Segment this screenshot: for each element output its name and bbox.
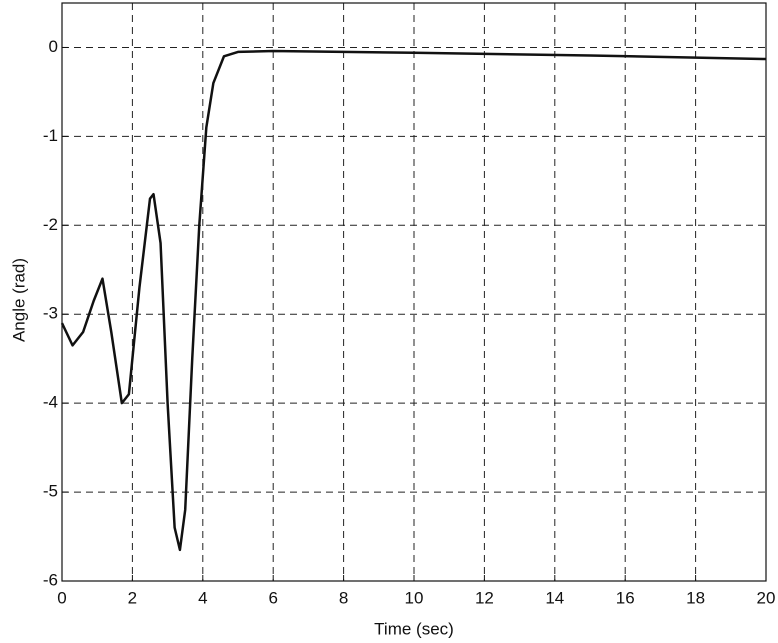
y-tick-label: -6 xyxy=(43,570,58,589)
x-tick-label: 14 xyxy=(545,588,564,607)
x-tick-label: 4 xyxy=(198,588,207,607)
x-tick-label: 12 xyxy=(475,588,494,607)
x-tick-label: 16 xyxy=(616,588,635,607)
x-axis-label: Time (sec) xyxy=(374,619,454,638)
y-tick-label: -2 xyxy=(43,215,58,234)
y-tick-label: -4 xyxy=(43,393,58,412)
plot-frame xyxy=(61,2,767,582)
x-tick-label: 6 xyxy=(268,588,277,607)
y-tick-label: -1 xyxy=(43,126,58,145)
data-line xyxy=(60,49,767,552)
y-tick-label: -5 xyxy=(43,482,58,501)
x-tick-label: 20 xyxy=(757,588,776,607)
x-tick-label: 10 xyxy=(405,588,424,607)
y-tick-label: -3 xyxy=(43,304,58,323)
x-tick-label: 2 xyxy=(128,588,137,607)
y-tick-label: 0 xyxy=(49,37,58,56)
x-tick-label: 18 xyxy=(686,588,705,607)
y-axis-label: Angle (rad) xyxy=(9,258,28,342)
x-tick-label: 8 xyxy=(339,588,348,607)
x-tick-label: 0 xyxy=(57,588,66,607)
